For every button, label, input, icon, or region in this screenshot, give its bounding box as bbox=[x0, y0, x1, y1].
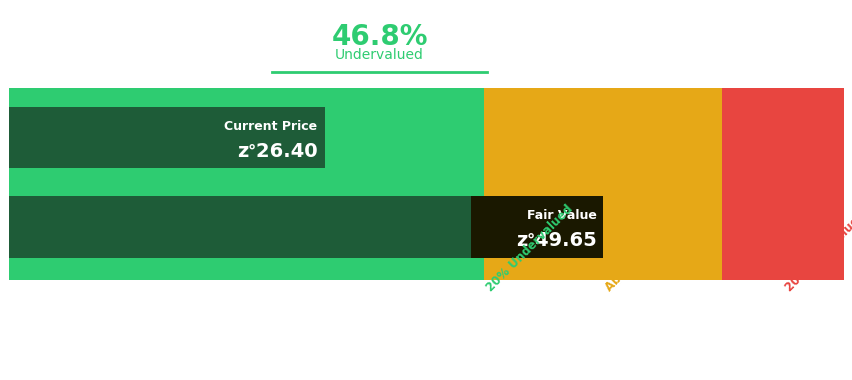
Bar bbox=[722, 101, 843, 174]
Text: About Right: About Right bbox=[602, 229, 667, 294]
Bar bbox=[9, 196, 602, 258]
Text: Current Price: Current Price bbox=[224, 120, 317, 133]
Bar bbox=[484, 264, 722, 280]
Bar bbox=[9, 101, 484, 174]
Bar bbox=[484, 174, 722, 190]
Bar bbox=[484, 190, 722, 264]
Text: zᐤ26.40: zᐤ26.40 bbox=[237, 142, 317, 161]
Text: 20% Overvalued: 20% Overvalued bbox=[782, 209, 852, 294]
Text: zᐤ49.65: zᐤ49.65 bbox=[516, 231, 596, 250]
Bar bbox=[722, 88, 843, 101]
Bar bbox=[722, 174, 843, 190]
Bar bbox=[484, 88, 722, 101]
Bar bbox=[9, 88, 484, 101]
Bar bbox=[9, 174, 484, 190]
Bar bbox=[9, 264, 484, 280]
Text: 20% Undervalued: 20% Undervalued bbox=[484, 203, 575, 294]
Bar bbox=[9, 107, 325, 168]
Text: Fair Value: Fair Value bbox=[527, 209, 596, 222]
Bar bbox=[484, 101, 722, 174]
Bar bbox=[9, 190, 484, 264]
Text: Undervalued: Undervalued bbox=[335, 48, 423, 62]
Bar bbox=[722, 190, 843, 264]
Bar bbox=[471, 196, 602, 258]
Text: 46.8%: 46.8% bbox=[331, 24, 428, 51]
Bar bbox=[722, 264, 843, 280]
